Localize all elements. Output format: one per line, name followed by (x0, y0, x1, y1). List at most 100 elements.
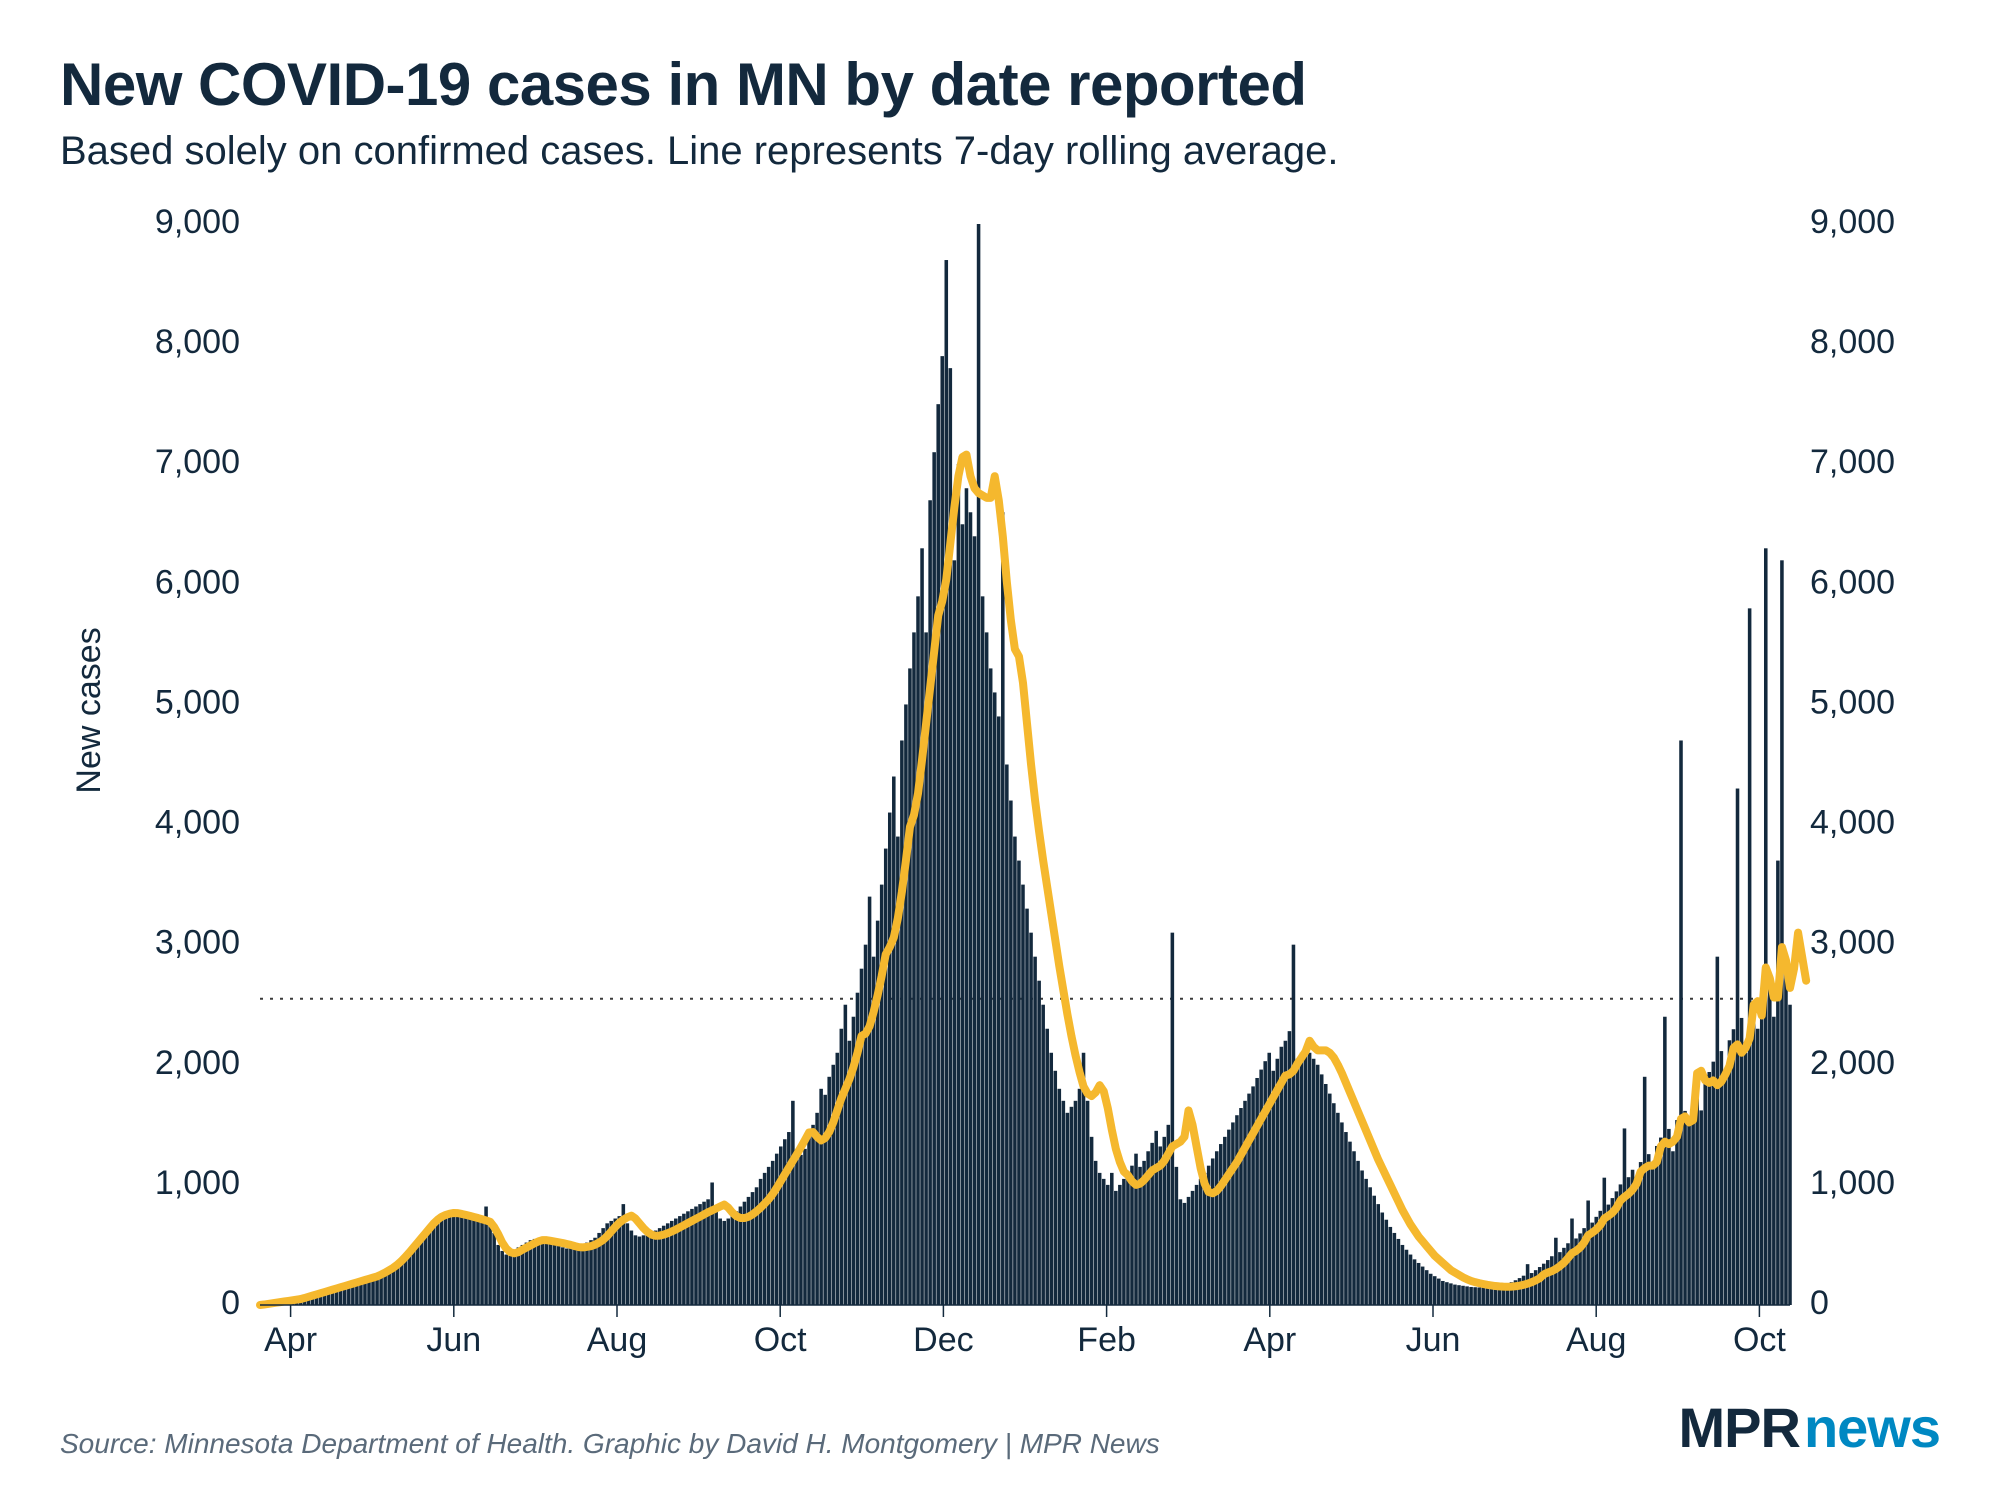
bar (1251, 1086, 1255, 1305)
bar (1025, 909, 1029, 1305)
bar (464, 1216, 468, 1305)
y-tick-right: 4,000 (1810, 804, 1895, 842)
bar (577, 1246, 581, 1305)
bar (1320, 1074, 1324, 1305)
bar (1380, 1213, 1384, 1305)
bar (1756, 1029, 1760, 1305)
bar (1106, 1185, 1110, 1305)
bar (1110, 1173, 1114, 1305)
bar (973, 536, 977, 1305)
bar (1655, 1146, 1659, 1305)
bar (1243, 1101, 1247, 1305)
bar (496, 1245, 500, 1305)
x-tick-label: Feb (1077, 1321, 1136, 1359)
bar (1469, 1287, 1473, 1305)
bar (1683, 1111, 1687, 1305)
bar (1724, 1077, 1728, 1305)
bar (1489, 1287, 1493, 1305)
bar (1720, 1051, 1724, 1305)
bar (500, 1251, 504, 1305)
bar (1300, 1053, 1304, 1305)
bar (1013, 837, 1017, 1305)
bar (1118, 1185, 1122, 1305)
bar (1066, 1113, 1070, 1305)
bar (916, 596, 920, 1305)
logo-mpr: MPR (1678, 1395, 1799, 1460)
bar (945, 260, 949, 1305)
bar (1716, 957, 1720, 1305)
chart-footer: Source: Minnesota Department of Health. … (60, 1395, 1940, 1460)
bar (468, 1217, 472, 1305)
bar (549, 1244, 553, 1305)
y-tick-right: 6,000 (1810, 563, 1895, 601)
bar (440, 1215, 444, 1305)
bar (1134, 1154, 1138, 1305)
chart-title: New COVID-19 cases in MN by date reporte… (60, 50, 1940, 119)
bar (1171, 933, 1175, 1305)
bar (1348, 1142, 1352, 1305)
bar (1752, 1006, 1756, 1305)
bar (775, 1154, 779, 1305)
bar (1477, 1287, 1481, 1305)
bar (1691, 1102, 1695, 1305)
bar (779, 1146, 783, 1305)
y-tick-left: 2,000 (155, 1044, 240, 1082)
bar (1445, 1282, 1449, 1305)
bar (727, 1219, 731, 1305)
bar (504, 1255, 508, 1305)
bar (638, 1237, 642, 1305)
bar (1033, 957, 1037, 1305)
bar (1211, 1158, 1215, 1305)
bar (557, 1246, 561, 1305)
bar (1429, 1274, 1433, 1305)
bar (928, 500, 932, 1305)
bar (1695, 1092, 1699, 1305)
bar (1389, 1227, 1393, 1305)
bar (1465, 1286, 1469, 1305)
bar (626, 1223, 630, 1305)
bar (1699, 1110, 1703, 1305)
bar (1675, 1120, 1679, 1305)
y-tick-left: 1,000 (155, 1164, 240, 1202)
bar (1546, 1260, 1550, 1305)
bar (1223, 1137, 1227, 1305)
bar (1687, 1125, 1691, 1305)
y-tick-right: 7,000 (1810, 443, 1895, 481)
bar (448, 1213, 452, 1305)
bar (735, 1211, 739, 1305)
bar (969, 512, 973, 1305)
bar (1191, 1191, 1195, 1305)
bar (1473, 1287, 1477, 1305)
x-tick-label: Oct (754, 1321, 807, 1359)
bar (1183, 1203, 1187, 1305)
y-tick-right: 3,000 (1810, 924, 1895, 962)
bar (1728, 1040, 1732, 1305)
bar (480, 1221, 484, 1305)
bar (1227, 1130, 1231, 1305)
bar (1703, 1082, 1707, 1305)
bar (476, 1220, 480, 1305)
bar (985, 632, 989, 1305)
bar (1195, 1185, 1199, 1305)
bar (565, 1249, 569, 1305)
bar (1457, 1285, 1461, 1305)
bar (1308, 1053, 1312, 1305)
bar (492, 1233, 496, 1305)
bar (1215, 1151, 1219, 1305)
x-tick-label: Dec (913, 1321, 973, 1359)
bar (981, 596, 985, 1305)
bar (1385, 1220, 1389, 1305)
bar (1187, 1197, 1191, 1305)
bar (1413, 1259, 1417, 1305)
bar (1401, 1245, 1405, 1305)
bar (1041, 1005, 1045, 1305)
bar (1748, 608, 1752, 1305)
bar (1312, 1059, 1316, 1305)
bar (1372, 1196, 1376, 1305)
bar (957, 464, 961, 1305)
bar (642, 1235, 646, 1305)
bar (1481, 1288, 1485, 1305)
bar (1304, 1047, 1308, 1305)
bar (1671, 1151, 1675, 1305)
bar (658, 1228, 662, 1305)
